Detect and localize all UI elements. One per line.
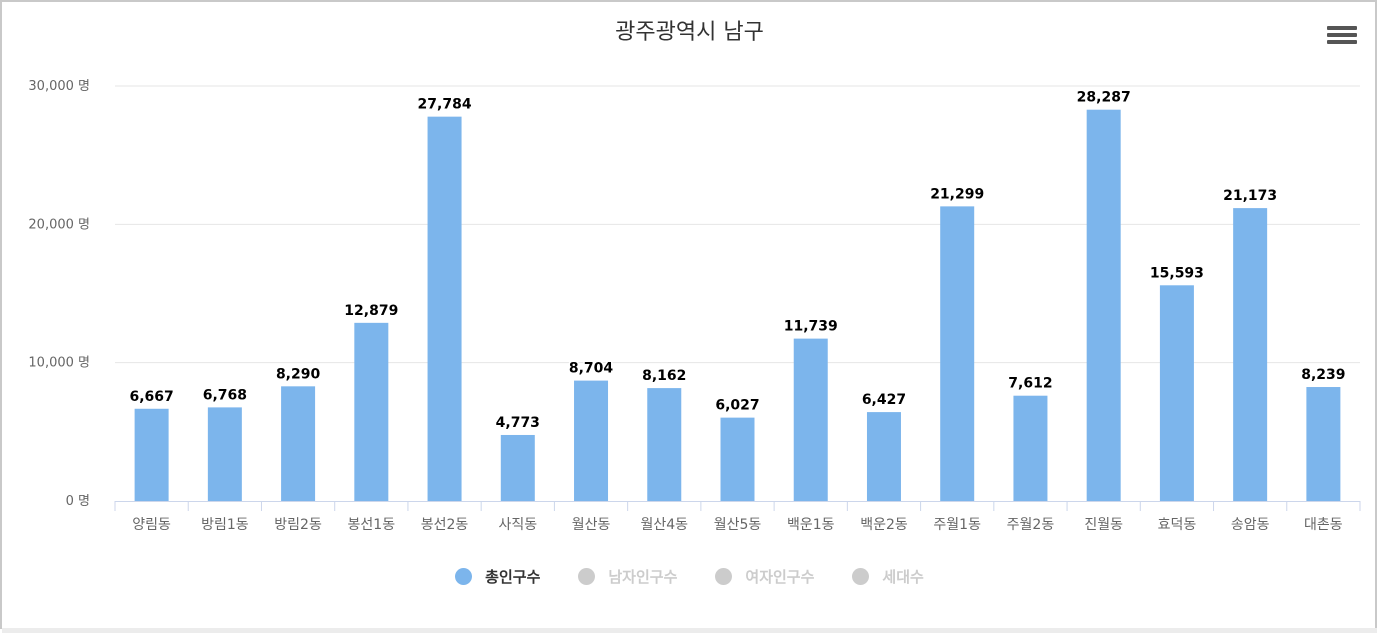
legend: 총인구수 남자인구수 여자인구수 세대수	[0, 566, 1379, 587]
bar-4[interactable]	[354, 322, 389, 501]
x-tick-label: 백운1동	[787, 517, 835, 533]
legend-item[interactable]: 남자인구수	[578, 566, 677, 587]
legend-label: 여자인구수	[745, 568, 815, 586]
legend-marker-icon	[852, 568, 870, 585]
bar-2[interactable]	[207, 407, 242, 501]
x-tick-label: 주월2동	[1007, 517, 1055, 533]
data-label: 8,290	[276, 366, 321, 382]
bar-8[interactable]	[647, 388, 682, 501]
bar-chart: 0 명 10,000 명 20,000 명 30,000 명 6,667 양림동 6,768…	[28, 79, 1361, 533]
x-tick-label: 송암동	[1231, 517, 1270, 533]
bar-3[interactable]	[281, 386, 316, 501]
y-tick-label: 20,000 명	[28, 217, 90, 232]
data-label: 8,239	[1301, 367, 1345, 383]
data-label: 11,739	[784, 319, 838, 335]
data-label: 6,768	[203, 387, 247, 403]
data-label: 21,173	[1223, 188, 1277, 204]
data-label: 6,027	[715, 398, 759, 414]
bottom-divider	[2, 628, 1377, 633]
x-tick-label: 봉선2동	[421, 517, 469, 533]
x-tick-label: 방림2동	[274, 517, 322, 533]
bar-5[interactable]	[427, 116, 462, 501]
legend-marker-icon	[578, 568, 596, 585]
data-label: 8,162	[642, 368, 686, 384]
legend-label: 세대수	[882, 568, 924, 586]
bar-6[interactable]	[500, 434, 535, 501]
chart-title: 광주광역시 남구	[615, 20, 764, 45]
data-label: 15,593	[1150, 265, 1204, 281]
data-label: 8,704	[569, 361, 614, 377]
data-label: 4,773	[496, 415, 540, 431]
hamburger-menu-icon[interactable]	[1327, 26, 1357, 48]
bar-7[interactable]	[574, 380, 609, 501]
x-tick-label: 대촌동	[1304, 517, 1343, 533]
bar-9[interactable]	[720, 417, 755, 501]
y-tick-label: 0 명	[66, 494, 90, 509]
x-tick-label: 사직동	[498, 517, 537, 533]
bar-15[interactable]	[1159, 285, 1194, 501]
bar-13[interactable]	[1013, 395, 1048, 501]
bar-14[interactable]	[1086, 109, 1121, 501]
y-tick-label: 30,000 명	[28, 79, 90, 94]
data-label: 7,612	[1008, 376, 1052, 392]
x-tick-label: 주월1동	[933, 517, 981, 533]
x-tick-label: 진월동	[1084, 517, 1123, 533]
legend-marker-icon	[455, 568, 473, 585]
legend-item[interactable]: 여자인구수	[715, 566, 814, 587]
data-label: 6,427	[862, 392, 906, 408]
x-tick-label: 봉선1동	[348, 517, 396, 533]
x-tick-label: 백운2동	[860, 517, 908, 533]
data-label: 6,667	[129, 389, 173, 405]
bar-17[interactable]	[1306, 387, 1341, 501]
data-label: 12,879	[344, 303, 398, 319]
legend-marker-icon	[715, 568, 733, 585]
bar-10[interactable]	[793, 338, 828, 501]
x-tick-label: 월산동	[572, 517, 611, 533]
legend-label: 총인구수	[485, 568, 541, 586]
bar-16[interactable]	[1233, 208, 1268, 502]
bar-11[interactable]	[866, 412, 901, 501]
bar-1[interactable]	[134, 408, 169, 501]
data-label: 21,299	[930, 186, 984, 202]
x-tick-label: 양림동	[132, 517, 171, 533]
legend-item[interactable]: 세대수	[852, 566, 924, 587]
legend-label: 남자인구수	[608, 568, 678, 586]
x-tick-label: 방림1동	[201, 517, 249, 533]
x-tick-label: 효덕동	[1158, 517, 1197, 533]
x-tick-label: 월산4동	[640, 517, 688, 533]
data-label: 27,784	[418, 97, 472, 113]
x-tick-label: 월산5동	[714, 517, 762, 533]
data-label: 28,287	[1077, 90, 1131, 106]
y-tick-label: 10,000 명	[28, 356, 90, 371]
legend-item[interactable]: 총인구수	[455, 566, 540, 587]
bar-12[interactable]	[940, 206, 975, 501]
